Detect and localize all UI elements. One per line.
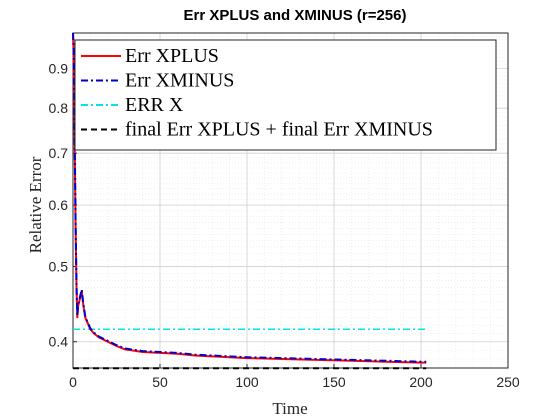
y-tick-label: 0.4 <box>49 334 69 350</box>
x-tick-label: 100 <box>235 374 259 390</box>
chart-title: Err XPLUS and XMINUS (r=256) <box>184 7 407 24</box>
legend-label-0: Err XPLUS <box>125 45 219 67</box>
x-tick-label: 200 <box>409 374 433 390</box>
y-tick-label: 0.6 <box>49 197 69 213</box>
y-tick-label: 0.9 <box>49 60 69 76</box>
legend-box <box>74 39 497 151</box>
y-tick-label: 0.5 <box>49 259 69 275</box>
legend-label-3: final Err XPLUS + final Err XMINUS <box>125 119 433 141</box>
legend-label-1: Err XMINUS <box>125 70 234 92</box>
legend-label-2: ERR X <box>125 94 184 116</box>
x-tick-label: 0 <box>69 374 77 390</box>
x-tick-label: 50 <box>152 374 168 390</box>
y-axis-label: Relative Error <box>26 156 45 253</box>
y-tick-label: 0.7 <box>49 145 69 161</box>
series-line-1 <box>72 32 427 363</box>
plot-area <box>72 32 509 369</box>
series-layer <box>72 32 427 370</box>
axis-ticks: 0 50 100 150 200 250 0.4 0.5 0.6 0.7 0.8 0.9 <box>49 60 520 390</box>
x-axis-label: Time <box>272 399 307 418</box>
x-tick-label: 150 <box>322 374 346 390</box>
x-tick-label: 250 <box>496 374 520 390</box>
y-tick-label: 0.8 <box>49 100 69 116</box>
